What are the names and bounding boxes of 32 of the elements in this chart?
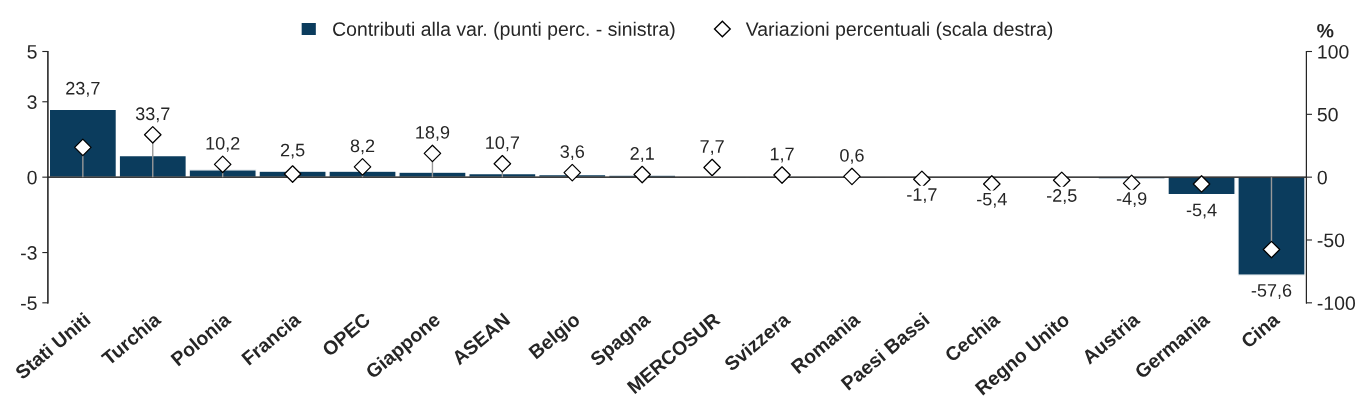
data-label: 10,2: [206, 136, 240, 152]
data-label: 7,7: [700, 140, 724, 155]
y-tick-label: 0: [27, 170, 37, 185]
data-label: 2,1: [630, 147, 654, 162]
data-label: 3,6: [560, 145, 585, 161]
legend-label: Contributi alla var. (punti perc. - sinistra): [333, 21, 675, 40]
y2-tick-label: -100: [1317, 296, 1356, 311]
data-label: 8,2: [350, 139, 375, 155]
data-label: -57,6: [1251, 283, 1292, 299]
legend-label: Variazioni percentuali (scala destra): [745, 21, 1053, 40]
data-label: 23,7: [66, 81, 100, 97]
data-label: -4,9: [1116, 192, 1147, 208]
data-label: 2,5: [280, 143, 305, 159]
y2-tick-label: -50: [1317, 233, 1345, 248]
y-tick-label: 5: [27, 45, 37, 59]
data-label: 0,6: [840, 148, 864, 164]
x-tick-label: Cina: [1239, 311, 1281, 349]
data-label: -5,4: [1186, 203, 1217, 219]
data-label: 10,7: [486, 136, 520, 152]
y-tick-label: 3: [27, 95, 37, 109]
data-label: 33,7: [135, 107, 170, 123]
y2-axis-title: %: [1317, 23, 1334, 38]
data-label: -1,7: [907, 188, 937, 204]
data-label: -5,4: [977, 192, 1007, 208]
y2-tick-label: 100: [1318, 44, 1349, 59]
y-tick-label: -5: [21, 296, 37, 311]
y-tick-label: -3: [21, 246, 37, 260]
data-label: 1,7: [770, 147, 794, 163]
data-label: -2,5: [1046, 189, 1077, 205]
data-label: 18,9: [416, 125, 450, 141]
y2-tick-label: 50: [1317, 107, 1338, 122]
y2-tick-label: 0: [1317, 170, 1327, 185]
